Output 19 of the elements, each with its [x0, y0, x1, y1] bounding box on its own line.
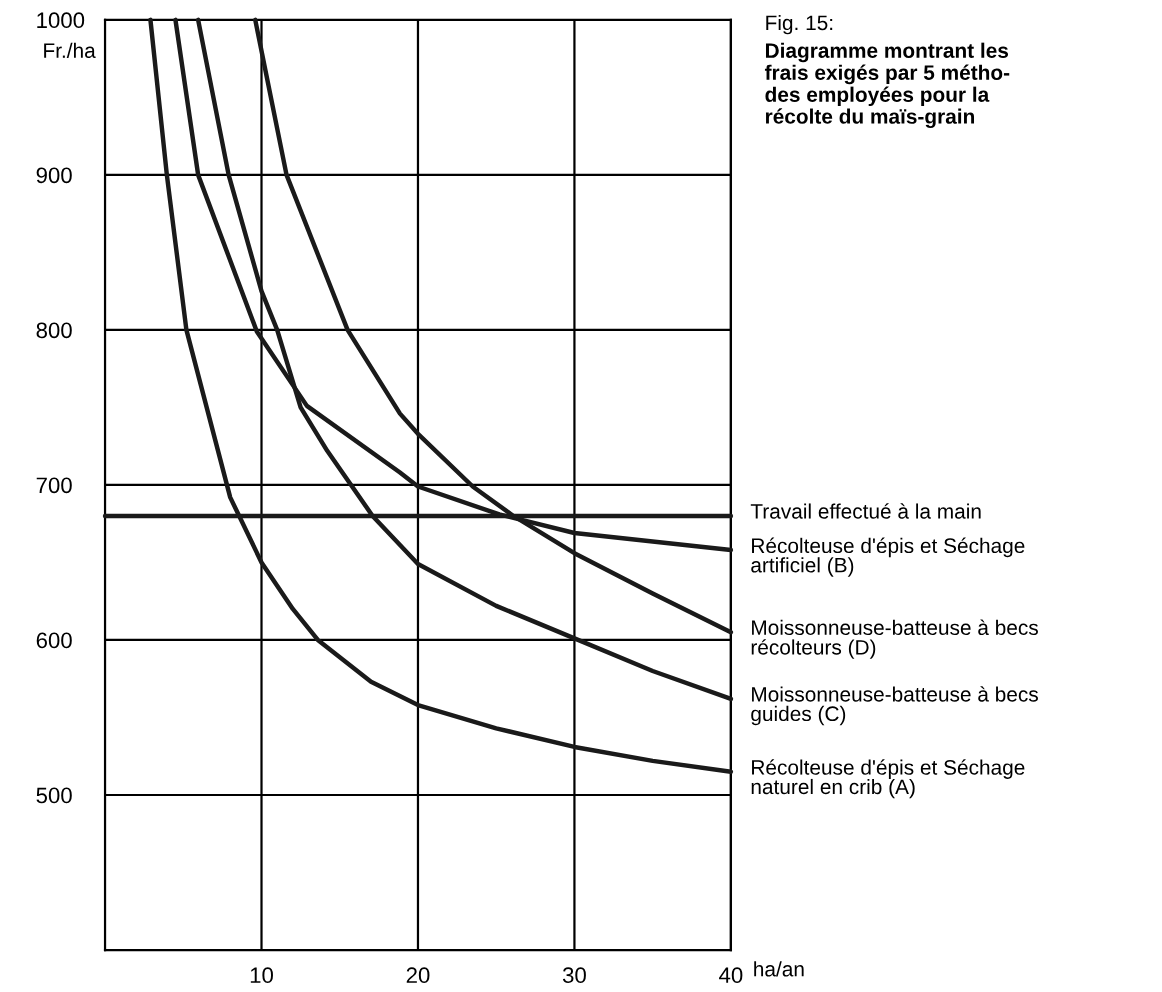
- series-label: Travail effectué à la main: [750, 503, 981, 519]
- series-label: Récolteuse d'épis et Séchage artificiel (B): [751, 537, 1025, 577]
- y-tick-label: 800: [36, 322, 72, 339]
- y-tick-label: 500: [36, 787, 72, 804]
- x-tick-label: 20: [406, 967, 430, 984]
- x-tick-label: 10: [250, 967, 273, 984]
- y-tick-label: 1000: [37, 12, 85, 29]
- x-tick-label: 30: [562, 967, 586, 984]
- series-label: Moissonneuse-batteuse à becs guides (C): [751, 686, 1038, 726]
- y-tick-label: 900: [36, 167, 72, 184]
- x-tick-label: 40: [719, 967, 743, 984]
- series-label: Moissonneuse-batteuse à becs récolteurs (D): [751, 619, 1038, 659]
- y-axis-title: Fr./ha: [44, 42, 96, 58]
- y-tick-label: 700: [36, 477, 72, 494]
- text: Fig. 15:: [766, 14, 833, 35]
- text: Diagramme montrant les frais exigés par 5 métho- des employées pour la récolte du maïs-grain: [764, 42, 1010, 129]
- series-label: Récolteuse d'épis et Séchage naturel en crib (A): [751, 759, 1025, 799]
- x-axis-title: ha/an: [754, 961, 804, 977]
- y-tick-label: 600: [36, 632, 72, 649]
